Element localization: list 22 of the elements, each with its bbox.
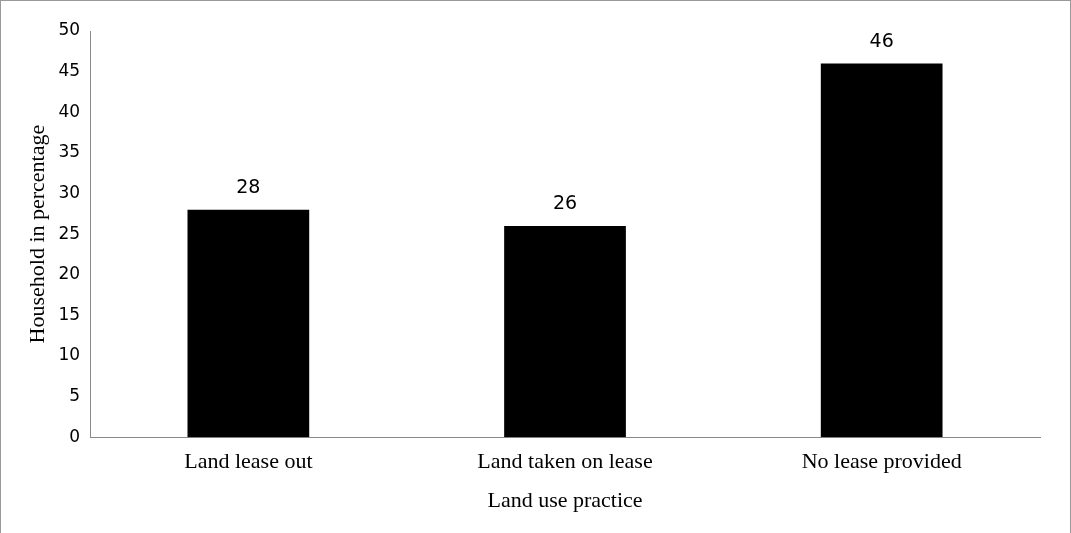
data-label: 26 bbox=[552, 191, 578, 214]
y-tick-label: 25 bbox=[58, 222, 81, 243]
bar bbox=[504, 225, 626, 438]
data-label: 46 bbox=[869, 28, 894, 51]
y-tick-label: 0 bbox=[69, 425, 81, 446]
y-tick-label: 35 bbox=[58, 141, 81, 162]
y-tick-label: 40 bbox=[58, 100, 81, 121]
x-tick-label: Land lease out bbox=[184, 448, 313, 474]
y-tick-label: 10 bbox=[58, 344, 81, 365]
y-tick-label: 45 bbox=[58, 60, 81, 81]
x-axis-title: Land use practice bbox=[487, 486, 643, 512]
data-label: 28 bbox=[236, 175, 261, 198]
bar bbox=[820, 63, 943, 438]
x-tick-label: No lease provided bbox=[801, 448, 962, 474]
y-tick-label: 30 bbox=[58, 181, 81, 202]
y-tick-label: 20 bbox=[58, 263, 81, 284]
y-tick-label: 50 bbox=[58, 19, 81, 40]
bar bbox=[187, 209, 310, 438]
x-tick-label: Land taken on lease bbox=[477, 448, 653, 474]
y-tick-label: 15 bbox=[58, 303, 81, 324]
y-axis-title: Household in percentage bbox=[23, 124, 49, 344]
y-tick-label: 5 bbox=[69, 385, 81, 405]
